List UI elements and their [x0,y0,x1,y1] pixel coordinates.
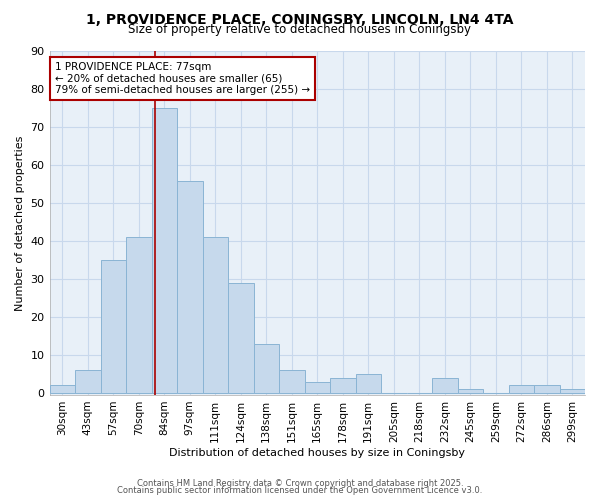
Bar [509,386,534,393]
Text: Size of property relative to detached houses in Coningsby: Size of property relative to detached ho… [128,22,472,36]
Bar [279,370,305,393]
Bar [126,238,152,393]
Text: Contains public sector information licensed under the Open Government Licence v3: Contains public sector information licen… [118,486,482,495]
Y-axis label: Number of detached properties: Number of detached properties [15,136,25,311]
X-axis label: Distribution of detached houses by size in Coningsby: Distribution of detached houses by size … [169,448,465,458]
Bar [560,390,585,393]
Bar [254,344,279,393]
Text: Contains HM Land Registry data © Crown copyright and database right 2025.: Contains HM Land Registry data © Crown c… [137,478,463,488]
Bar [356,374,381,393]
Text: 1 PROVIDENCE PLACE: 77sqm
← 20% of detached houses are smaller (65)
79% of semi-: 1 PROVIDENCE PLACE: 77sqm ← 20% of detac… [55,62,310,95]
Bar [330,378,356,393]
Bar [75,370,101,393]
Bar [305,382,330,393]
Bar [203,238,228,393]
Bar [177,180,203,393]
Bar [432,378,458,393]
Bar [228,283,254,393]
Bar [152,108,177,393]
Bar [101,260,126,393]
Bar [458,390,483,393]
Bar [534,386,560,393]
Bar [50,386,75,393]
Text: 1, PROVIDENCE PLACE, CONINGSBY, LINCOLN, LN4 4TA: 1, PROVIDENCE PLACE, CONINGSBY, LINCOLN,… [86,12,514,26]
